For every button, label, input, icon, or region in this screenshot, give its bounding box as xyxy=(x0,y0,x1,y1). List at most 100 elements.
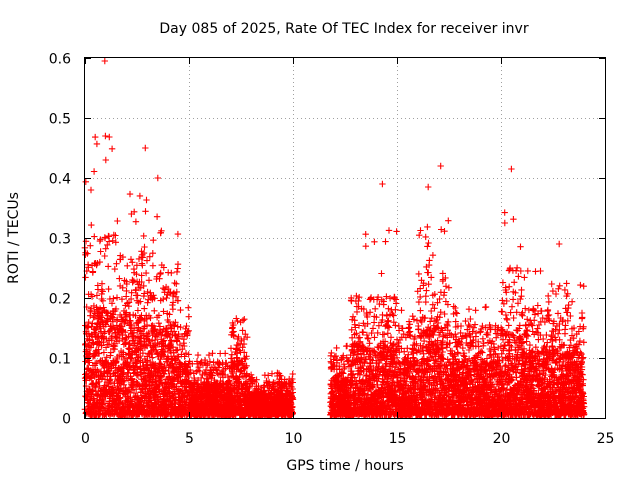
roti-point xyxy=(378,270,385,277)
roti-point xyxy=(385,305,392,312)
roti-point xyxy=(107,376,114,383)
roti-point xyxy=(222,350,229,357)
roti-point xyxy=(120,351,127,358)
roti-point xyxy=(89,320,96,327)
roti-point xyxy=(393,228,400,235)
roti-point xyxy=(125,299,133,306)
roti-point xyxy=(392,306,399,313)
roti-point xyxy=(135,324,142,331)
roti-point xyxy=(160,285,167,292)
roti-point xyxy=(398,307,405,314)
roti-point xyxy=(137,398,144,406)
chart-title: Day 085 of 2025, Rate Of TEC Index for r… xyxy=(159,21,528,37)
roti-point xyxy=(131,340,138,347)
roti-point xyxy=(173,268,181,276)
roti-point xyxy=(144,299,151,306)
roti-point xyxy=(133,386,140,393)
roti-point xyxy=(128,289,135,296)
roti-point xyxy=(127,396,134,404)
roti-point xyxy=(112,232,119,239)
roti-point xyxy=(105,263,112,270)
roti-point xyxy=(185,313,192,320)
roti-point xyxy=(145,277,153,284)
roti-point xyxy=(133,271,140,278)
roti-point xyxy=(92,133,99,141)
roti-point xyxy=(142,208,149,215)
roti-point xyxy=(390,312,397,319)
roti-point xyxy=(289,370,296,378)
roti-point xyxy=(105,238,113,245)
roti-point xyxy=(132,312,139,319)
roti-point xyxy=(82,382,90,390)
roti-point xyxy=(372,305,379,312)
roti-point xyxy=(383,311,391,319)
roti-point xyxy=(116,387,123,395)
roti-point xyxy=(129,259,136,266)
roti-point xyxy=(108,145,116,152)
roti-point xyxy=(146,253,153,260)
roti-point xyxy=(122,329,129,336)
roti-point xyxy=(353,308,361,316)
roti-point xyxy=(116,275,123,282)
roti-point xyxy=(127,256,135,263)
roti-point xyxy=(93,359,100,367)
roti-point xyxy=(174,230,182,238)
roti-point xyxy=(117,394,124,401)
roti-point xyxy=(356,294,363,301)
roti-point xyxy=(102,245,109,252)
roti-point xyxy=(106,377,113,384)
roti-point xyxy=(127,295,135,303)
roti-point xyxy=(137,298,144,305)
roti-point xyxy=(113,260,120,267)
roti-point xyxy=(89,386,97,394)
roti-point xyxy=(118,296,126,303)
roti-point xyxy=(125,341,133,348)
roti-point xyxy=(168,269,175,277)
roti-point xyxy=(109,237,116,244)
roti-point xyxy=(194,351,202,359)
roti-point xyxy=(149,250,156,257)
roti-point xyxy=(141,243,148,251)
roti-point xyxy=(126,344,133,352)
roti-point xyxy=(123,280,130,288)
roti-point xyxy=(134,292,141,299)
roti-point xyxy=(136,192,144,200)
roti-point xyxy=(121,377,128,384)
roti-point xyxy=(97,236,104,243)
roti-point xyxy=(129,279,136,286)
roti-point xyxy=(123,293,130,300)
roti-point xyxy=(401,348,408,355)
roti-point xyxy=(86,359,93,366)
roti-point xyxy=(87,186,95,194)
roti-point xyxy=(369,325,377,332)
roti-point xyxy=(114,217,121,225)
roti-point xyxy=(387,334,395,341)
roti-point xyxy=(82,238,90,245)
roti-point xyxy=(85,319,92,326)
roti-point xyxy=(371,334,378,341)
roti-point xyxy=(135,382,143,389)
roti-point xyxy=(89,387,96,395)
grid xyxy=(85,58,605,418)
roti-point xyxy=(82,274,89,281)
roti-point xyxy=(96,305,104,312)
roti-point xyxy=(241,316,248,323)
roti-point xyxy=(90,168,98,175)
roti-point xyxy=(103,354,110,361)
roti-point xyxy=(84,250,91,257)
roti-point xyxy=(99,297,107,304)
roti-point xyxy=(101,252,108,260)
roti-point xyxy=(97,312,104,320)
roti-point xyxy=(132,218,140,225)
roti-point xyxy=(87,374,94,381)
roti-point xyxy=(151,307,158,314)
roti-point xyxy=(349,313,357,320)
roti-point xyxy=(136,327,143,334)
roti-point xyxy=(386,295,394,302)
roti-point xyxy=(392,322,399,329)
roti-point xyxy=(84,365,91,372)
roti-point xyxy=(111,265,118,273)
roti-point xyxy=(374,329,381,337)
roti-point xyxy=(89,268,97,275)
